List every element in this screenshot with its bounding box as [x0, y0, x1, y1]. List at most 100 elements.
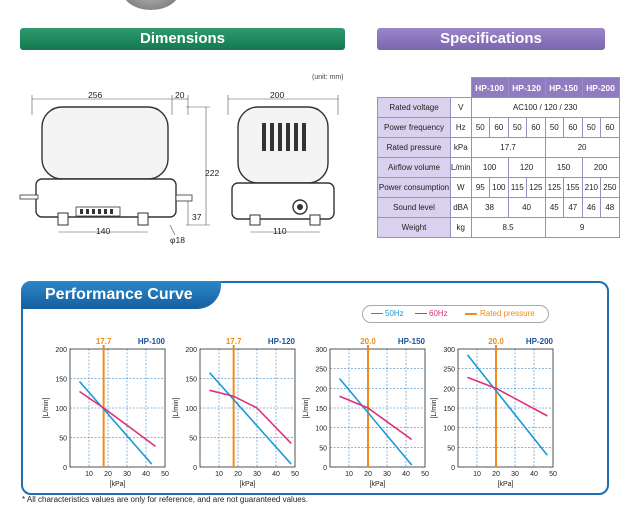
x-tick-label: 30 [511, 471, 519, 478]
y-tick-label: 50 [447, 445, 455, 452]
x-tick-label: 30 [383, 471, 391, 478]
spec-row: Airflow volume L/min 100 120 150 200 [377, 157, 620, 178]
y-tick-label: 50 [319, 445, 327, 452]
rated-pressure-label: 17.7 [96, 337, 112, 346]
x-tick-label: 50 [421, 471, 429, 478]
x-tick-label: 10 [85, 471, 93, 478]
dim-37: 37 [192, 212, 202, 222]
spec-row-label: Sound level [377, 197, 451, 218]
unit-label: (unit: mm) [312, 74, 344, 81]
x-tick-label: 50 [291, 471, 299, 478]
series-line-60Hz [467, 376, 548, 417]
legend-rated-swatch [465, 313, 477, 315]
spec-row-label: Weight [377, 217, 451, 238]
rated-pressure-label: 20.0 [488, 337, 504, 346]
x-tick-label: 40 [402, 471, 410, 478]
y-tick-label: 250 [443, 367, 455, 374]
y-tick-label: 0 [323, 465, 327, 472]
legend-50hz-swatch [371, 313, 383, 314]
spec-row-unit: L/min [450, 157, 472, 178]
chart-title: HP-200 [526, 337, 554, 346]
dim-140: 140 [96, 226, 111, 236]
spec-cell: 150 [544, 157, 583, 178]
y-axis-label: [L/min] [173, 397, 180, 418]
spec-cell: 100 [489, 177, 509, 198]
y-tick-label: 0 [193, 465, 197, 472]
legend-50hz: 50Hz [385, 309, 404, 318]
series-line-60Hz [339, 395, 413, 441]
dim-110: 110 [273, 226, 287, 236]
y-tick-label: 50 [189, 436, 197, 443]
x-tick-label: 40 [530, 471, 538, 478]
y-axis-label: [L/min] [303, 397, 310, 418]
x-tick-label: 50 [549, 471, 557, 478]
spec-cell: 17.7 [470, 137, 546, 158]
spec-row-unit: Hz [450, 117, 472, 138]
y-tick-label: 300 [443, 347, 455, 354]
y-tick-label: 300 [315, 347, 327, 354]
legend-60hz: 60Hz [429, 309, 448, 318]
y-tick-label: 150 [315, 406, 327, 413]
x-tick-label: 20 [234, 471, 242, 478]
y-tick-label: 100 [185, 406, 197, 413]
spec-row: Weight kg 8.5 9 [377, 217, 620, 238]
y-axis-label: [L/min] [43, 397, 50, 418]
rated-pressure-label: 20.0 [360, 337, 376, 346]
x-tick-label: 10 [345, 471, 353, 478]
y-tick-label: 200 [315, 386, 327, 393]
y-tick-label: 100 [315, 426, 327, 433]
dim-20: 20 [175, 90, 185, 100]
spec-row-label: Rated voltage [377, 97, 451, 118]
spec-cell: 60 [563, 117, 583, 138]
spec-cell: 38 [470, 197, 509, 218]
x-tick-label: 50 [161, 471, 169, 478]
dim-256: 256 [88, 90, 103, 100]
y-tick-label: 150 [55, 377, 67, 384]
x-axis-label: [kPa] [370, 481, 386, 488]
x-tick-label: 10 [215, 471, 223, 478]
series-line-50Hz [78, 380, 153, 465]
y-tick-label: 150 [185, 377, 197, 384]
specifications-table: HP-100 HP-120 HP-150 HP-200 Rated voltag… [377, 77, 620, 238]
y-tick-label: 200 [443, 386, 455, 393]
x-tick-label: 20 [104, 471, 112, 478]
x-tick-label: 30 [253, 471, 261, 478]
chart-title: HP-120 [268, 337, 296, 346]
plot-border [457, 348, 554, 468]
spec-cell: 50 [544, 117, 565, 138]
spec-row: Rated voltage V AC100 / 120 / 230 [377, 97, 620, 118]
chart-legend: 50Hz 60Hz Rated pressure [362, 305, 549, 323]
spec-cell: 100 [470, 157, 509, 178]
legend-rated: Rated pressure [480, 309, 535, 318]
series-line-50Hz [208, 372, 292, 465]
x-axis-label: [kPa] [498, 481, 514, 488]
y-tick-label: 200 [55, 347, 67, 354]
rated-pressure-label: 17.7 [226, 337, 242, 346]
spec-row-unit: kg [450, 217, 472, 238]
model-hp200: HP-200 [581, 77, 620, 98]
product-top-image [122, 0, 180, 10]
performance-frame [21, 281, 609, 495]
spec-cell: 9 [544, 217, 620, 238]
plot-border [69, 348, 166, 468]
spec-row: Rated pressure kPa 17.7 20 [377, 137, 620, 158]
series-line-60Hz [79, 390, 156, 447]
x-tick-label: 30 [123, 471, 131, 478]
spec-cell: 8.5 [470, 217, 546, 238]
legend-60hz-swatch [415, 313, 427, 314]
spec-row-label: Rated pressure [377, 137, 451, 158]
x-tick-label: 20 [364, 471, 372, 478]
series-line-50Hz [466, 354, 548, 456]
y-tick-label: 50 [59, 436, 67, 443]
dimensions-header: Dimensions [20, 28, 345, 50]
spec-cell: 50 [507, 117, 528, 138]
x-tick-label: 40 [272, 471, 280, 478]
x-axis-label: [kPa] [110, 481, 126, 488]
x-tick-label: 20 [492, 471, 500, 478]
y-tick-label: 200 [185, 347, 197, 354]
spec-cell: 60 [600, 117, 620, 138]
spec-cell: 125 [526, 177, 546, 198]
spec-header-row: HP-100 HP-120 HP-150 HP-200 [378, 77, 620, 98]
dim-222: 222 [205, 168, 220, 178]
